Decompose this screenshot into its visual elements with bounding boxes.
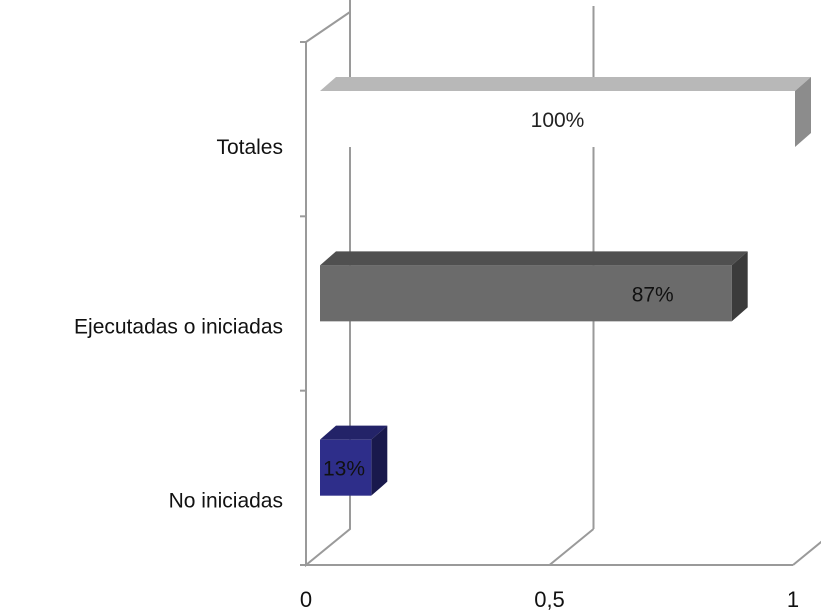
x-tick-labels: 0 0,5 1: [300, 587, 799, 612]
bar-data-label: 100%: [531, 109, 585, 132]
bar-data-label: 13%: [323, 458, 365, 481]
x-tick-label: 1: [787, 587, 799, 612]
bar-side-face: [795, 77, 811, 148]
bar-top-face: [320, 77, 811, 92]
bar-side-face: [371, 425, 388, 496]
bar-front-face: [320, 91, 795, 148]
category-label: Totales: [216, 136, 283, 159]
x-tick-label: 0: [300, 587, 312, 612]
bar-front-face: [320, 439, 372, 496]
category-label: Ejecutadas o iniciadas: [74, 315, 283, 338]
bar-data-label: 87%: [632, 283, 674, 306]
bar-top-face: [320, 425, 388, 440]
x-tick-label: 0,5: [534, 587, 565, 612]
bar-1: 100%: [320, 77, 811, 148]
category-label: No iniciadas: [169, 490, 283, 513]
floor-gridline: [792, 540, 821, 566]
bar-side-face: [731, 251, 748, 322]
bar-front-face: [320, 265, 732, 322]
bar-top-face: [320, 251, 748, 266]
bars: 100% 87% 13%: [320, 77, 811, 496]
bar-2: 87%: [320, 251, 748, 322]
category-labels: Totales Ejecutadas o iniciadas No iniciada…: [74, 136, 283, 513]
floor-gridline: [548, 528, 595, 566]
bar-3: 13%: [320, 425, 388, 496]
left-wall-top-edge: [305, 11, 351, 43]
